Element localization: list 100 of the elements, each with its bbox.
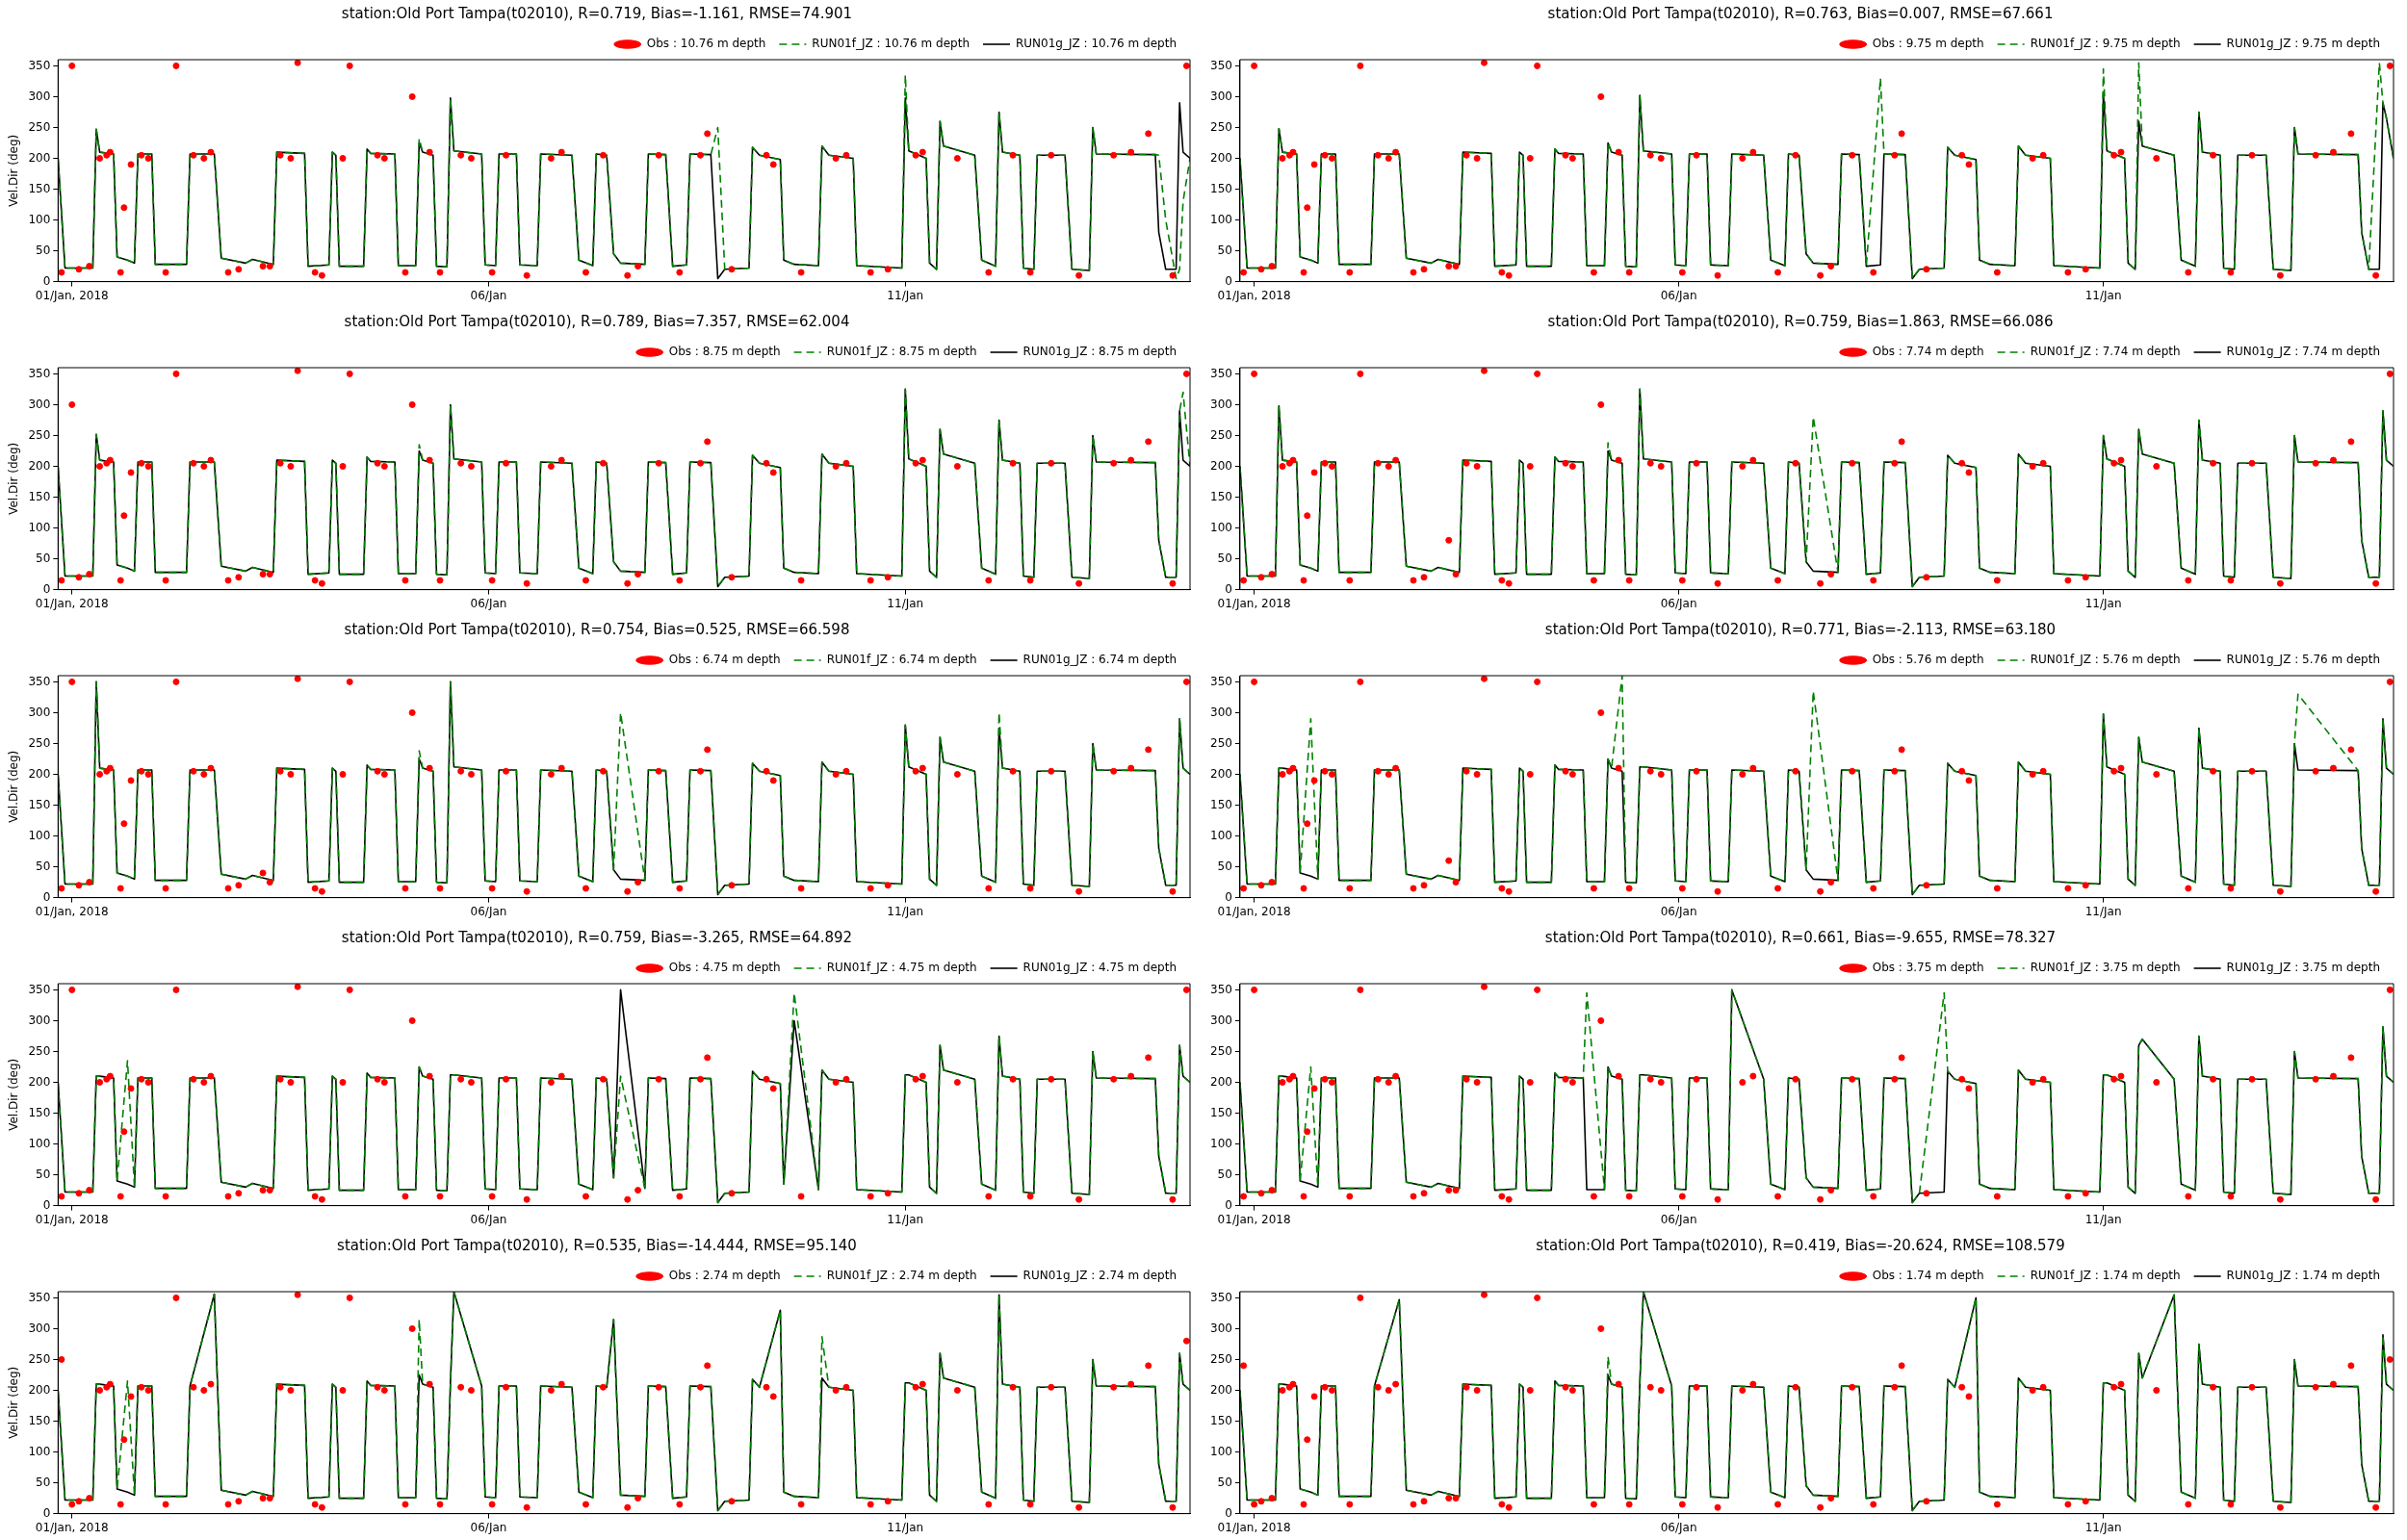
x-tick-label: 01/Jan, 2018: [1217, 904, 1291, 918]
legend-label: RUN01f_JZ : 1.74 m depth: [2030, 1269, 2181, 1283]
x-tick-label: 11/Jan: [2084, 288, 2122, 302]
y-tick-label: 350: [28, 1290, 51, 1304]
legend-label: RUN01f_JZ : 3.75 m depth: [2030, 961, 2181, 975]
legend-label: Obs : 8.75 m depth: [668, 345, 781, 359]
legend-label: RUN01f_JZ : 8.75 m depth: [826, 345, 977, 359]
y-tick-label: 150: [28, 1105, 51, 1119]
x-tick-label: 06/Jan: [470, 1520, 507, 1534]
y-tick-label: 150: [28, 489, 51, 503]
y-tick-label: 150: [28, 1413, 51, 1427]
y-tick-label: 200: [28, 150, 51, 165]
y-tick-label: 50: [36, 551, 51, 565]
x-tick-label: 01/Jan, 2018: [1217, 1212, 1291, 1226]
x-tick-label: 06/Jan: [470, 596, 507, 610]
y-tick-label: 300: [1210, 1321, 1232, 1335]
x-tick-label: 11/Jan: [2084, 904, 2122, 918]
x-tick-label: 11/Jan: [887, 596, 924, 610]
y-tick-label: 250: [1210, 119, 1232, 134]
x-tick-label: 01/Jan, 2018: [35, 1212, 109, 1226]
y-tick-label: 300: [28, 1013, 51, 1027]
x-tick-label: 06/Jan: [470, 288, 507, 302]
x-tick-label: 06/Jan: [1660, 596, 1697, 610]
y-tick-label: 200: [1210, 458, 1232, 473]
x-tick-label: 01/Jan, 2018: [35, 596, 109, 610]
x-tick-label: 06/Jan: [1660, 288, 1697, 302]
y-tick-label: 50: [36, 243, 51, 257]
y-tick-label: 250: [28, 735, 51, 750]
chart-title: station:Old Port Tampa(t02010), R=0.759, Bias=1.863, RMSE=66.086: [1547, 312, 2054, 330]
y-tick-label: 100: [28, 520, 51, 534]
y-tick-label: 100: [28, 828, 51, 842]
x-tick-label: 01/Jan, 2018: [1217, 596, 1291, 610]
x-tick-label: 01/Jan, 2018: [1217, 288, 1291, 302]
y-tick-label: 150: [28, 181, 51, 195]
y-tick-label: 100: [1210, 828, 1232, 842]
x-tick-label: 01/Jan, 2018: [1217, 1520, 1291, 1534]
y-tick-label: 50: [36, 859, 51, 873]
y-tick-label: 300: [28, 89, 51, 103]
legend-label: Obs : 1.74 m depth: [1872, 1269, 1984, 1283]
x-tick-label: 11/Jan: [887, 1520, 924, 1534]
y-tick-label: 300: [1210, 1013, 1232, 1027]
y-tick-label: 100: [1210, 212, 1232, 226]
y-tick-label: 250: [28, 1351, 51, 1366]
y-tick-label: 100: [28, 212, 51, 226]
y-tick-label: 150: [1210, 797, 1232, 811]
x-tick-label: 11/Jan: [2084, 596, 2122, 610]
y-tick-label: 150: [1210, 181, 1232, 195]
legend-label: RUN01g_JZ : 8.75 m depth: [1022, 345, 1178, 359]
x-tick-label: 01/Jan, 2018: [35, 904, 109, 918]
x-tick-label: 06/Jan: [1660, 904, 1697, 918]
y-tick-label: 0: [42, 581, 51, 596]
y-tick-label: 300: [28, 705, 51, 719]
legend-label: Obs : 2.74 m depth: [668, 1269, 781, 1283]
y-tick-label: 50: [36, 1167, 51, 1181]
legend-label: Obs : 6.74 m depth: [668, 653, 781, 667]
legend-label: RUN01f_JZ : 5.76 m depth: [2030, 653, 2181, 667]
chart-title: station:Old Port Tampa(t02010), R=0.719, Bias=-1.161, RMSE=74.901: [341, 4, 853, 22]
y-axis-title: Vel.Dir (deg): [7, 134, 21, 207]
y-tick-label: 350: [1210, 982, 1232, 996]
x-tick-label: 11/Jan: [2084, 1212, 2122, 1226]
legend-label: RUN01g_JZ : 7.74 m depth: [2226, 345, 2381, 359]
y-tick-label: 0: [42, 1505, 51, 1520]
legend-label: RUN01f_JZ : 2.74 m depth: [826, 1269, 977, 1283]
legend-label: Obs : 3.75 m depth: [1872, 961, 1984, 975]
legend-label: RUN01f_JZ : 6.74 m depth: [826, 653, 977, 667]
y-tick-label: 350: [1210, 1290, 1232, 1304]
legend-label: RUN01f_JZ : 10.76 m depth: [812, 37, 970, 51]
x-tick-label: 11/Jan: [887, 904, 924, 918]
x-tick-label: 06/Jan: [1660, 1212, 1697, 1226]
chart-title: station:Old Port Tampa(t02010), R=0.759, Bias=-3.265, RMSE=64.892: [341, 928, 853, 946]
legend-label: RUN01g_JZ : 10.76 m depth: [1015, 37, 1177, 51]
y-tick-label: 50: [1217, 859, 1232, 873]
y-tick-label: 50: [1217, 243, 1232, 257]
y-tick-label: 0: [42, 889, 51, 904]
y-tick-label: 200: [28, 458, 51, 473]
y-tick-label: 250: [1210, 427, 1232, 442]
y-tick-label: 350: [1210, 58, 1232, 72]
y-tick-label: 300: [28, 397, 51, 411]
y-tick-label: 150: [1210, 1413, 1232, 1427]
y-tick-label: 350: [1210, 674, 1232, 688]
y-tick-label: 200: [1210, 150, 1232, 165]
y-tick-label: 0: [1225, 889, 1232, 904]
legend-label: RUN01f_JZ : 7.74 m depth: [2030, 345, 2181, 359]
y-tick-label: 150: [1210, 1105, 1232, 1119]
y-axis-title: Vel.Dir (deg): [7, 1058, 21, 1131]
y-tick-label: 350: [1210, 366, 1232, 380]
y-tick-label: 250: [28, 1043, 51, 1058]
y-tick-label: 200: [28, 1382, 51, 1397]
x-tick-label: 11/Jan: [887, 1212, 924, 1226]
y-tick-label: 200: [1210, 766, 1232, 781]
y-tick-label: 350: [28, 58, 51, 72]
y-tick-label: 300: [1210, 397, 1232, 411]
y-tick-label: 350: [28, 674, 51, 688]
y-tick-label: 200: [1210, 1382, 1232, 1397]
legend-label: RUN01g_JZ : 4.75 m depth: [1022, 961, 1178, 975]
legend-label: RUN01g_JZ : 2.74 m depth: [1022, 1269, 1178, 1283]
y-tick-label: 250: [28, 119, 51, 134]
legend-label: Obs : 9.75 m depth: [1872, 37, 1984, 51]
chart-title: station:Old Port Tampa(t02010), R=0.754, Bias=0.525, RMSE=66.598: [344, 620, 850, 638]
y-tick-label: 0: [1225, 1197, 1232, 1212]
